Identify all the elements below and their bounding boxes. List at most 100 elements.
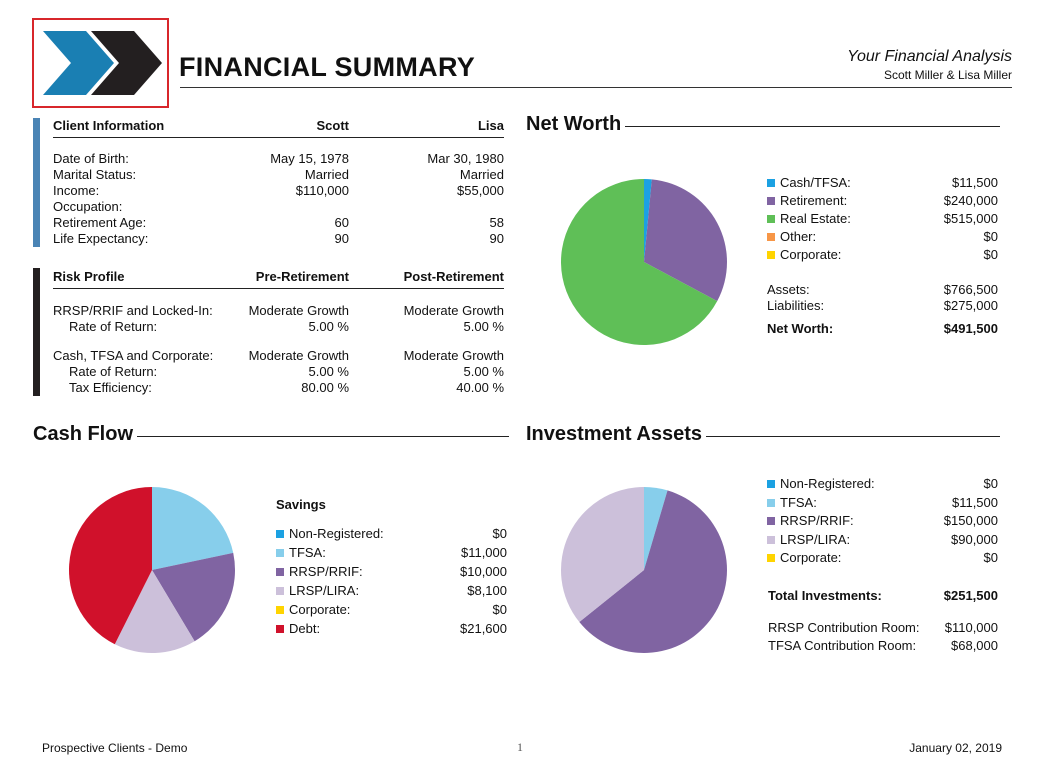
legend-label: LRSP/LIRA: xyxy=(780,531,851,547)
risk-sub-label: Rate of Return: xyxy=(69,364,158,379)
legend-item: LRSP/LIRA: xyxy=(276,582,359,600)
footer-date: January 02, 2019 xyxy=(909,741,1002,755)
client-info-label: Marital Status: xyxy=(53,167,137,182)
legend-swatch xyxy=(767,251,775,259)
risk-profile-accent-bar xyxy=(33,268,40,396)
total-investments-value: $251,500 xyxy=(943,588,998,603)
pie-slice-debt xyxy=(68,487,152,645)
legend-swatch xyxy=(767,215,775,223)
risk-profile-heading: Risk Profile xyxy=(53,269,125,284)
header-divider xyxy=(180,87,1012,88)
net-worth-rule xyxy=(526,126,1000,127)
legend-label: Non-Registered: xyxy=(289,526,384,541)
legend-swatch xyxy=(276,625,284,633)
net-worth-value: $491,500 xyxy=(943,321,998,336)
risk-sub-post-value: 5.00 % xyxy=(463,319,504,334)
savings-heading: Savings xyxy=(276,497,326,512)
legend-value: $11,500 xyxy=(951,494,998,510)
legend-label: Real Estate: xyxy=(780,211,851,226)
legend-item: RRSP/RRIF: xyxy=(767,512,854,530)
client-info-value-lisa: 58 xyxy=(489,215,504,230)
legend-item: Debt: xyxy=(276,620,320,638)
legend-label: Debt: xyxy=(289,621,321,636)
legend-value: $21,600 xyxy=(460,621,507,636)
legend-value: $515,000 xyxy=(943,211,998,226)
pie-slice-tfsa xyxy=(152,487,234,570)
legend-item: TFSA: xyxy=(276,544,326,562)
risk-sub-label: Tax Efficiency: xyxy=(69,380,152,395)
chevron-logo-icon xyxy=(43,31,162,95)
legend-value: $0 xyxy=(983,229,998,244)
client-info-value-scott: $110,000 xyxy=(295,183,349,198)
risk-group-label: RRSP/RRIF and Locked-In: xyxy=(53,303,213,318)
page-number: 1 xyxy=(517,740,523,754)
legend-value: $150,000 xyxy=(943,513,998,528)
footer-client-type: Prospective Clients - Demo xyxy=(42,741,188,755)
rrsp-room-label: RRSP Contribution Room: xyxy=(768,620,920,635)
risk-sub-pre-value: 5.00 % xyxy=(308,319,349,334)
tfsa-room-value: $68,000 xyxy=(951,638,998,653)
net-worth-pie-chart xyxy=(560,179,727,345)
pie-slice-cash-tfsa xyxy=(644,179,652,262)
client-info-value-scott: 90 xyxy=(334,231,349,246)
legend-value: $0 xyxy=(492,526,507,541)
net-worth-label: Net Worth: xyxy=(767,321,834,336)
risk-pre-value: Moderate Growth xyxy=(248,348,349,363)
risk-pre-value: Moderate Growth xyxy=(248,303,349,318)
legend-value: $8,100 xyxy=(467,583,507,598)
assets-value: $766,500 xyxy=(943,282,998,297)
client-names: Scott Miller & Lisa Miller xyxy=(883,68,1012,82)
legend-item: LRSP/LIRA: xyxy=(767,531,850,549)
client-info-value-lisa: $55,000 xyxy=(457,183,504,198)
client-info-value-lisa: Married xyxy=(459,167,504,182)
logo xyxy=(32,18,169,108)
investment-assets-heading: Investment Assets xyxy=(526,423,706,446)
client-info-col-lisa: Lisa xyxy=(477,118,504,133)
pie-slice-real-estate xyxy=(560,179,718,345)
net-worth-heading: Net Worth xyxy=(526,113,626,136)
client-info-accent-bar xyxy=(33,118,40,247)
legend-item: Real Estate: xyxy=(767,210,851,228)
legend-swatch xyxy=(767,233,775,241)
pie-slice-rrsp-rrif xyxy=(152,552,236,642)
risk-sub-post-value: 40.00 % xyxy=(456,380,504,395)
legend-item: Non-Registered: xyxy=(276,525,384,543)
cash-flow-rule xyxy=(33,436,509,437)
client-info-col-scott: Scott xyxy=(316,118,350,133)
legend-item: Non-Registered: xyxy=(767,475,875,493)
legend-item: Corporate: xyxy=(276,601,350,619)
tfsa-room-label: TFSA Contribution Room: xyxy=(768,638,917,653)
client-info-value-lisa: 90 xyxy=(489,231,504,246)
liabilities-label: Liabilities: xyxy=(767,298,825,313)
risk-group-label: Cash, TFSA and Corporate: xyxy=(53,348,214,363)
legend-value: $11,500 xyxy=(951,175,998,190)
client-info-label: Occupation: xyxy=(53,199,123,214)
legend-label: TFSA: xyxy=(780,494,817,510)
legend-label: TFSA: xyxy=(289,545,326,560)
legend-swatch xyxy=(276,606,284,614)
legend-value: $11,000 xyxy=(460,545,507,560)
pie-slice-lrsp-lira xyxy=(560,487,644,623)
pie-slice-lrsp-lira xyxy=(114,570,195,654)
legend-value: $10,000 xyxy=(460,564,507,579)
legend-swatch xyxy=(276,530,284,538)
legend-label: Cash/TFSA: xyxy=(780,175,851,190)
legend-swatch xyxy=(276,568,284,576)
legend-swatch xyxy=(767,517,775,525)
legend-label: Corporate: xyxy=(780,247,842,262)
legend-label: RRSP/RRIF: xyxy=(289,564,363,579)
risk-sub-pre-value: 80.00 % xyxy=(301,380,349,395)
client-info-label: Retirement Age: xyxy=(53,215,147,230)
investment-assets-rule xyxy=(526,436,1000,437)
legend-label: Retirement: xyxy=(780,193,848,208)
pie-slice-tfsa xyxy=(644,487,668,570)
legend-item: Retirement: xyxy=(767,192,847,210)
legend-value: $90,000 xyxy=(951,531,998,547)
legend-swatch xyxy=(767,498,775,507)
risk-post-value: Moderate Growth xyxy=(403,303,504,318)
client-info-label: Income: xyxy=(53,183,100,198)
legend-swatch xyxy=(767,554,775,562)
legend-item: Other: xyxy=(767,228,816,246)
legend-label: LRSP/LIRA: xyxy=(289,583,360,598)
assets-label: Assets: xyxy=(767,282,810,297)
